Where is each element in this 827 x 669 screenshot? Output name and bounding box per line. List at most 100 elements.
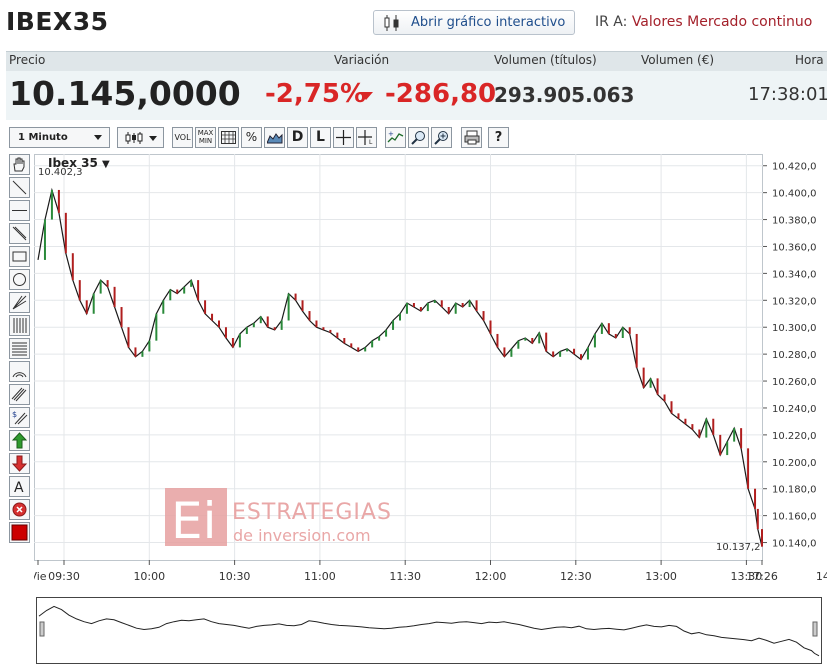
zoom-in-icon [433, 131, 448, 145]
channel-tool-button[interactable] [9, 384, 30, 405]
x-tick-label: 13:00 [645, 570, 677, 583]
zoom-in-button[interactable] [431, 127, 452, 148]
open-interactive-chart-label: Abrir gráfico interactivo [411, 15, 566, 30]
color-tool-button[interactable] [9, 522, 30, 543]
chevron-down-icon [94, 135, 102, 140]
printer-icon [464, 130, 479, 145]
page-title: IBEX35 [6, 7, 109, 36]
percent-button[interactable]: % [241, 127, 262, 148]
zoom-icon [410, 131, 425, 145]
crosshair-label-icon: L [358, 130, 373, 146]
rectangle-tool-button[interactable] [9, 246, 30, 267]
goto-value[interactable]: Valores Mercado continuo [631, 14, 813, 30]
arc-icon [12, 372, 27, 378]
y-tick-label: 10.360,0 [772, 242, 817, 253]
chevron-down-icon: ▼ [102, 159, 110, 170]
line-tool-button[interactable] [9, 177, 30, 198]
volume-button[interactable]: VOL [172, 127, 193, 148]
x-tick-label: 09:30 [48, 570, 80, 583]
svg-text:$: $ [12, 410, 17, 419]
estrategias-logo-icon: Ei [165, 488, 227, 546]
chart-frame [34, 154, 763, 561]
daily-button[interactable]: D [287, 127, 308, 148]
crosshair-label-button[interactable]: L [356, 127, 377, 148]
time-header: Hora [795, 53, 824, 67]
rectangle-icon [12, 251, 27, 262]
fan-tool-button[interactable] [9, 292, 30, 313]
x-tick-label: 12:00 [475, 570, 507, 583]
chart-type-select[interactable] [117, 127, 164, 148]
navigator-chart [38, 605, 820, 657]
y-tick-label: 10.180,0 [772, 485, 817, 496]
help-button[interactable]: ? [488, 127, 509, 148]
chart-grid [34, 154, 763, 560]
watermark-line1: ESTRATEGIAS [232, 500, 392, 525]
delete-icon [12, 502, 27, 517]
series-label[interactable]: Ibex 35 ▼ [48, 156, 110, 170]
grid-icon [221, 131, 236, 144]
diagonal-line-tool-button[interactable] [9, 223, 30, 244]
interval-select[interactable]: 1 Minuto [9, 127, 110, 148]
grid-button[interactable] [218, 127, 239, 148]
y-tick-label: 10.340,0 [772, 269, 817, 280]
x-tick-label: 11:30 [389, 570, 421, 583]
text-tool-button[interactable]: A [9, 476, 30, 497]
x-tick-label: Vie [34, 570, 47, 583]
volume-value: 293.905.063 [494, 83, 635, 107]
navigator-line [38, 605, 820, 657]
y-tick-label: 10.260,0 [772, 377, 817, 388]
volume-eur-header: Volumen (€) [641, 53, 715, 67]
maxmin-button[interactable]: MAX MIN [195, 127, 216, 148]
chart-series [37, 187, 763, 547]
x-tick-label: 10:30 [219, 570, 251, 583]
arc-tool-button[interactable] [9, 361, 30, 382]
change-percent: -2,75% [265, 79, 366, 109]
y-tick-label: 10.220,0 [772, 431, 817, 442]
navigator-panel[interactable] [36, 597, 822, 664]
y-tick-label: 10.140,0 [772, 539, 817, 550]
channel-icon [11, 387, 27, 402]
candlestick-icon [125, 132, 143, 144]
print-button[interactable] [461, 127, 482, 148]
series-name: Ibex 35 [48, 156, 98, 170]
fibonacci-v-icon [13, 318, 27, 333]
open-interactive-chart-button[interactable]: Abrir gráfico interactivo [373, 10, 575, 35]
y-tick-label: 10.320,0 [772, 296, 817, 307]
arrow-down-tool-button[interactable] [9, 453, 30, 474]
dollar-channel-tool-button[interactable]: $ [9, 407, 30, 428]
y-tick-label: 10.240,0 [772, 404, 817, 415]
down-arrow-icon [359, 92, 373, 100]
x-tick-label: 13:30 [731, 570, 763, 583]
goto-link[interactable]: IR A: Valores Mercado continuo [595, 14, 812, 30]
area-chart-icon [265, 133, 282, 144]
hand-tool-button[interactable] [9, 154, 30, 175]
price-value: 10.145,0000 [9, 74, 241, 113]
quote-values-band [6, 71, 827, 120]
price-header: Precio [9, 53, 46, 67]
y-tick-label: 10.420,0 [772, 162, 817, 173]
change-absolute: -286,80 [385, 79, 497, 109]
crosshair-button[interactable] [333, 127, 354, 148]
arrow-up-tool-button[interactable] [9, 430, 30, 451]
zoom-button[interactable] [408, 127, 429, 148]
arrow-down-icon [11, 455, 28, 472]
x-tick-label: 14:00 [816, 570, 827, 583]
color-icon [11, 524, 28, 541]
quote-header-band [6, 51, 827, 72]
log-button[interactable]: L [310, 127, 331, 148]
svg-text:Ei: Ei [171, 492, 216, 546]
area-chart-button[interactable] [264, 127, 285, 148]
fibonacci-v-tool-button[interactable] [9, 315, 30, 336]
delete-tool-button[interactable] [9, 499, 30, 520]
x-tick-label: 11:00 [304, 570, 336, 583]
circle-tool-button[interactable] [9, 269, 30, 290]
y-tick-label: 10.300,0 [772, 323, 817, 334]
dollar-channel-icon: $ [12, 410, 28, 425]
chevron-down-icon [149, 136, 157, 141]
horizontal-line-tool-button[interactable] [9, 200, 30, 221]
x-tick-label: 10:00 [133, 570, 165, 583]
fibonacci-h-tool-button[interactable] [9, 338, 30, 359]
price-chart[interactable]: 10.140,0 10.160,0 10.180,0 10.200,0 10.220,0… [34, 154, 827, 594]
indicators-button[interactable]: + [385, 127, 406, 148]
arrow-up-icon [11, 432, 28, 449]
